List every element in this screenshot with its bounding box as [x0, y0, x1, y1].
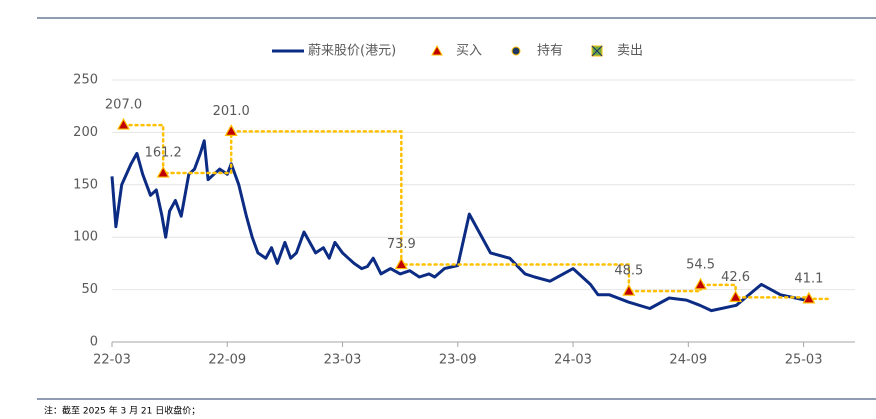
legend-swatch	[511, 46, 521, 56]
x-tick-label: 22-09	[208, 353, 246, 368]
buy-marker	[224, 124, 238, 136]
x-tick-label: 25-03	[785, 353, 823, 368]
y-tick-label: 0	[90, 335, 98, 350]
y-tick-label: 250	[73, 73, 98, 88]
data-label: 54.5	[686, 257, 715, 272]
legend-label: 买入	[456, 44, 482, 59]
price-line	[110, 139, 811, 313]
data-label: 201.0	[213, 104, 250, 119]
buy-marker	[802, 291, 816, 304]
data-label: 42.6	[721, 270, 750, 285]
data-label: 48.5	[614, 264, 643, 279]
legend-label: 蔚来股价(港元)	[308, 44, 396, 59]
buy-marker	[622, 283, 636, 296]
x-tick-label: 23-09	[439, 353, 477, 368]
y-tick-label: 100	[73, 230, 98, 245]
y-tick-label: 200	[73, 125, 98, 140]
legend-label: 卖出	[617, 44, 643, 59]
data-label: 73.9	[387, 237, 416, 252]
legend-swatch	[591, 45, 603, 57]
legend-label: 持有	[537, 44, 563, 59]
buy-marker	[156, 165, 170, 178]
buy-marker	[694, 277, 708, 290]
holding-cost-line	[122, 123, 832, 301]
x-tick-label: 24-09	[669, 353, 707, 368]
x-tick-label: 24-03	[554, 353, 592, 368]
x-tick-label: 22-03	[93, 353, 131, 368]
buy-marker	[117, 117, 131, 130]
y-tick-label: 50	[81, 282, 98, 297]
data-label: 41.1	[794, 271, 823, 286]
x-tick-label: 23-03	[324, 353, 362, 368]
data-label: 161.2	[145, 146, 182, 161]
buy-marker	[729, 290, 743, 302]
buy-marker	[394, 257, 408, 270]
y-tick-label: 150	[73, 177, 98, 192]
footnote: 注：截至 2025 年 3 月 21 日收盘价；	[44, 405, 200, 417]
legend-swatch	[431, 44, 443, 56]
data-label: 207.0	[105, 98, 142, 113]
